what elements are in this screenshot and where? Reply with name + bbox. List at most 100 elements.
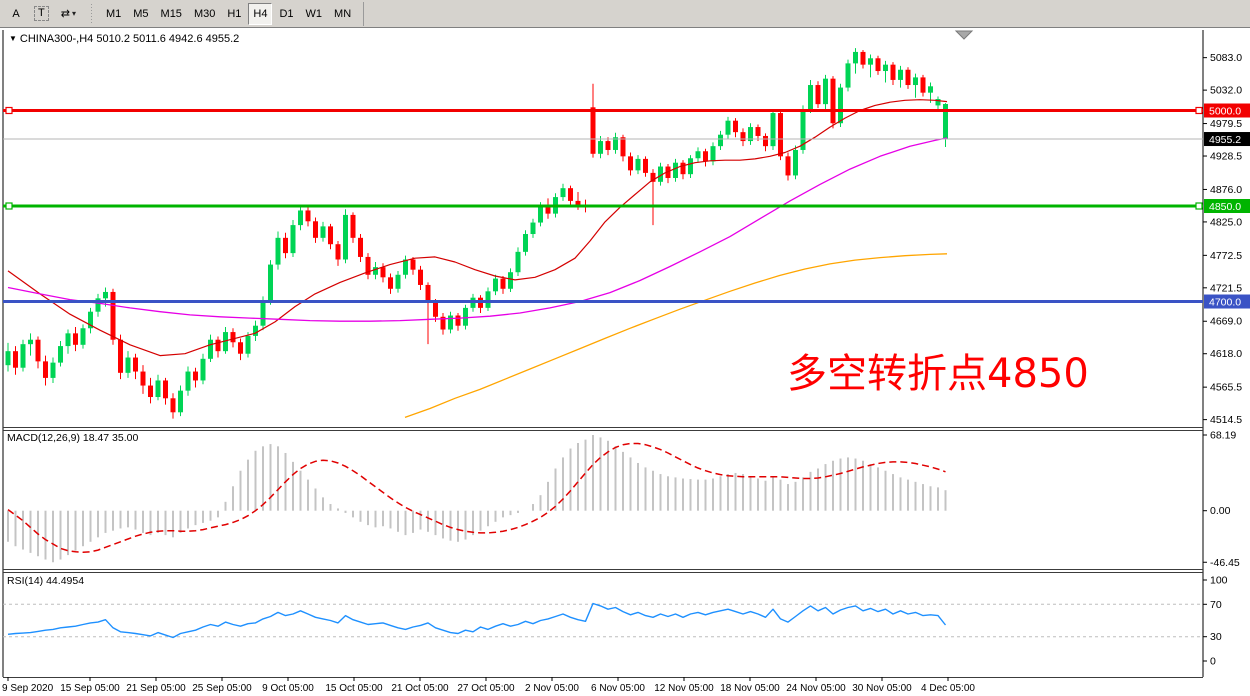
candle-body xyxy=(388,277,393,289)
time-label: 30 Nov 05:00 xyxy=(852,683,912,694)
candle-body xyxy=(688,158,693,175)
candle-body xyxy=(148,385,153,398)
candle-body xyxy=(80,328,86,345)
candle-body xyxy=(410,259,416,270)
candle-body xyxy=(568,188,573,201)
candle-body xyxy=(320,226,326,238)
candle-body xyxy=(823,78,828,105)
candle-body xyxy=(215,339,221,352)
candle-body xyxy=(35,339,41,362)
timeframe-button-m15[interactable]: M15 xyxy=(155,2,187,25)
time-label: 27 Oct 05:00 xyxy=(457,683,515,694)
time-label: 9 Sep 2020 xyxy=(2,683,54,694)
candle-body xyxy=(28,339,33,345)
price-tick-label: 4928.5 xyxy=(1210,151,1242,163)
candle-body xyxy=(845,63,851,88)
candle-body xyxy=(365,256,371,275)
dropdown-caret-icon: ▾ xyxy=(71,9,76,18)
candle-body xyxy=(733,120,738,133)
candle-body xyxy=(920,77,926,93)
candle-body xyxy=(545,206,551,214)
candle-body xyxy=(253,325,258,336)
candle-body xyxy=(358,237,363,257)
cursor-tool-icon: A xyxy=(12,7,20,20)
candle-body xyxy=(433,301,438,317)
timeframe-button-h4[interactable]: H4 xyxy=(248,2,273,25)
candle-body xyxy=(935,99,941,106)
candle-body xyxy=(440,316,446,330)
symbol-ohlc-label: ▼ CHINA300-,H4 5010.2 5011.6 4942.6 4955.… xyxy=(9,33,240,45)
candle-body xyxy=(748,127,753,142)
time-label: 15 Oct 05:00 xyxy=(325,683,383,694)
resistance-5000-handle[interactable] xyxy=(1195,106,1203,115)
price-badge xyxy=(1204,103,1250,118)
candle-body xyxy=(185,371,191,391)
price-tick-label: 4876.0 xyxy=(1210,184,1242,196)
price-badge xyxy=(1204,294,1250,309)
candle-body xyxy=(455,315,461,326)
candle-body xyxy=(13,351,18,368)
price-badge xyxy=(1204,132,1250,147)
candle-body xyxy=(65,333,71,347)
toolbar-grip[interactable] xyxy=(89,3,95,24)
candle-body xyxy=(605,141,611,150)
candle-body xyxy=(238,342,243,354)
candle-body xyxy=(718,134,723,147)
timeframe-button-h1[interactable]: H1 xyxy=(222,2,247,25)
candle-body xyxy=(103,291,108,299)
candle-body xyxy=(260,301,266,326)
candle-body xyxy=(928,86,933,93)
candle-body xyxy=(5,351,11,366)
timeframe-button-d1[interactable]: D1 xyxy=(274,2,299,25)
candle-body xyxy=(883,64,888,72)
candle-body xyxy=(155,380,161,398)
ma-slow-orange xyxy=(404,253,948,419)
candle-body xyxy=(125,357,131,373)
price-badge-label: 4955.2 xyxy=(1209,134,1241,146)
pivot-4850-handle[interactable] xyxy=(1195,202,1203,210)
price-tick-label: 4979.5 xyxy=(1210,118,1242,130)
macd-tick-label: -46.45 xyxy=(1210,557,1240,569)
candle-body xyxy=(755,127,761,136)
timeframe-button-w1[interactable]: W1 xyxy=(300,2,328,25)
candle-body xyxy=(493,278,498,292)
price-tick-label: 4825.0 xyxy=(1210,216,1242,228)
candle-body xyxy=(905,69,911,86)
candle-body xyxy=(140,371,146,386)
resistance-5000-handle[interactable] xyxy=(5,106,13,115)
arrows-tool-button[interactable]: ⇄ ▾ xyxy=(55,2,81,25)
timeframe-button-m5[interactable]: M5 xyxy=(128,2,154,25)
candle-body xyxy=(815,85,821,105)
timeframe-toolbar: A T ⇄ ▾ M1 M5 M15 M30 H1 H4 D1 W1 MN xyxy=(0,0,1250,28)
toolbar-separator xyxy=(363,1,365,26)
rsi-indicator-label: RSI(14) 44.4954 xyxy=(7,575,85,587)
candle-body xyxy=(223,332,228,352)
candle-body xyxy=(808,85,813,110)
candle-body xyxy=(425,284,431,302)
candle-body xyxy=(868,58,873,65)
rsi-tick-label: 100 xyxy=(1210,575,1228,587)
chart-shift-marker-icon[interactable] xyxy=(954,30,974,40)
price-tick-label: 4565.5 xyxy=(1210,382,1242,394)
candle-body xyxy=(598,141,603,154)
candle-body xyxy=(785,156,791,176)
timeframe-button-mn[interactable]: MN xyxy=(329,2,357,25)
text-tool-button[interactable]: T xyxy=(29,2,54,25)
chart-text-annotation[interactable]: 多空转折点4850 xyxy=(787,351,1089,397)
candle-body xyxy=(343,214,348,260)
timeframe-button-m1[interactable]: M1 xyxy=(100,2,127,25)
candle-body xyxy=(283,237,288,254)
cursor-tool-button[interactable]: A xyxy=(5,2,27,25)
timeframe-button-m30[interactable]: M30 xyxy=(188,2,221,25)
candle-body xyxy=(763,135,768,147)
time-label: 15 Sep 05:00 xyxy=(60,683,120,694)
time-label: 18 Nov 05:00 xyxy=(720,683,780,694)
candle-body xyxy=(170,398,176,413)
candle-body xyxy=(635,158,641,171)
candle-body xyxy=(328,226,333,245)
pivot-4850-handle[interactable] xyxy=(5,202,13,210)
candle-body xyxy=(133,357,138,372)
chevron-down-icon[interactable]: ▼ xyxy=(9,34,17,43)
candle-body xyxy=(178,390,183,413)
